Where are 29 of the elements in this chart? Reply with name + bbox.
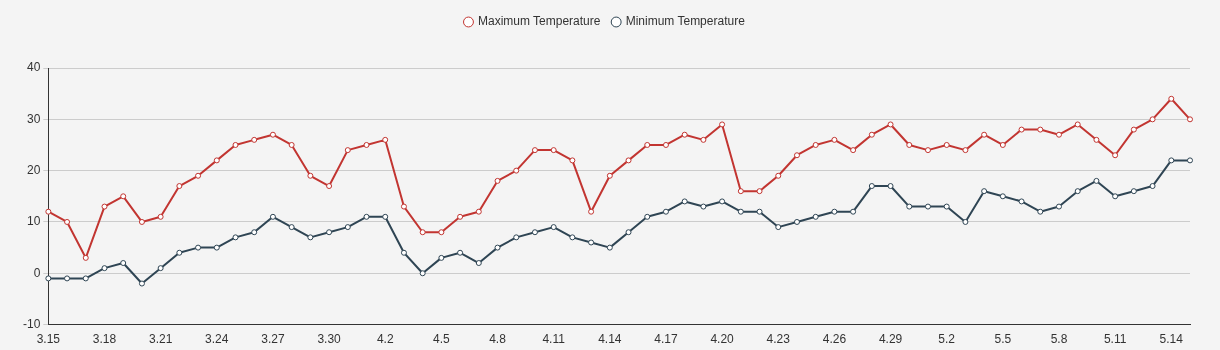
x-tick-label: 3.18 bbox=[92, 332, 117, 347]
x-tick-label: 3.30 bbox=[317, 332, 342, 347]
y-tick-label: 30 bbox=[26, 111, 41, 126]
x-tick-label: 5.14 bbox=[1159, 332, 1184, 347]
y-tick-label: 10 bbox=[26, 214, 41, 229]
x-tick-label: 3.15 bbox=[36, 332, 61, 347]
x-tick-label: 4.20 bbox=[710, 332, 735, 347]
legend-label: Maximum Temperature bbox=[477, 14, 601, 29]
x-tick-label: 4.8 bbox=[489, 332, 507, 347]
x-tick-label: 4.5 bbox=[433, 332, 451, 347]
x-tick-label: 4.17 bbox=[654, 332, 678, 347]
y-tick-label: 20 bbox=[26, 162, 41, 177]
x-tick-label: 3.27 bbox=[261, 332, 285, 347]
x-tick-label: 5.5 bbox=[994, 332, 1012, 347]
x-tick-label: 4.23 bbox=[766, 332, 791, 347]
x-tick-label: 4.11 bbox=[542, 332, 566, 347]
x-tick-label: 5.11 bbox=[1103, 332, 1127, 347]
x-tick-label: 5.2 bbox=[938, 332, 956, 347]
x-tick-label: 4.26 bbox=[822, 332, 847, 347]
x-tick-label: 5.8 bbox=[1050, 332, 1068, 347]
legend-label: Minimum Temperature bbox=[625, 14, 746, 29]
x-tick-label: 4.29 bbox=[878, 332, 903, 347]
x-tick-label: 3.21 bbox=[148, 332, 173, 347]
y-tick-label: -10 bbox=[23, 316, 41, 331]
x-tick-label: 4.14 bbox=[598, 332, 622, 347]
x-tick-label: 3.24 bbox=[205, 332, 229, 347]
y-tick-label: 40 bbox=[26, 60, 41, 75]
x-tick-label: 4.2 bbox=[376, 332, 394, 347]
y-tick-label: 0 bbox=[33, 265, 41, 280]
